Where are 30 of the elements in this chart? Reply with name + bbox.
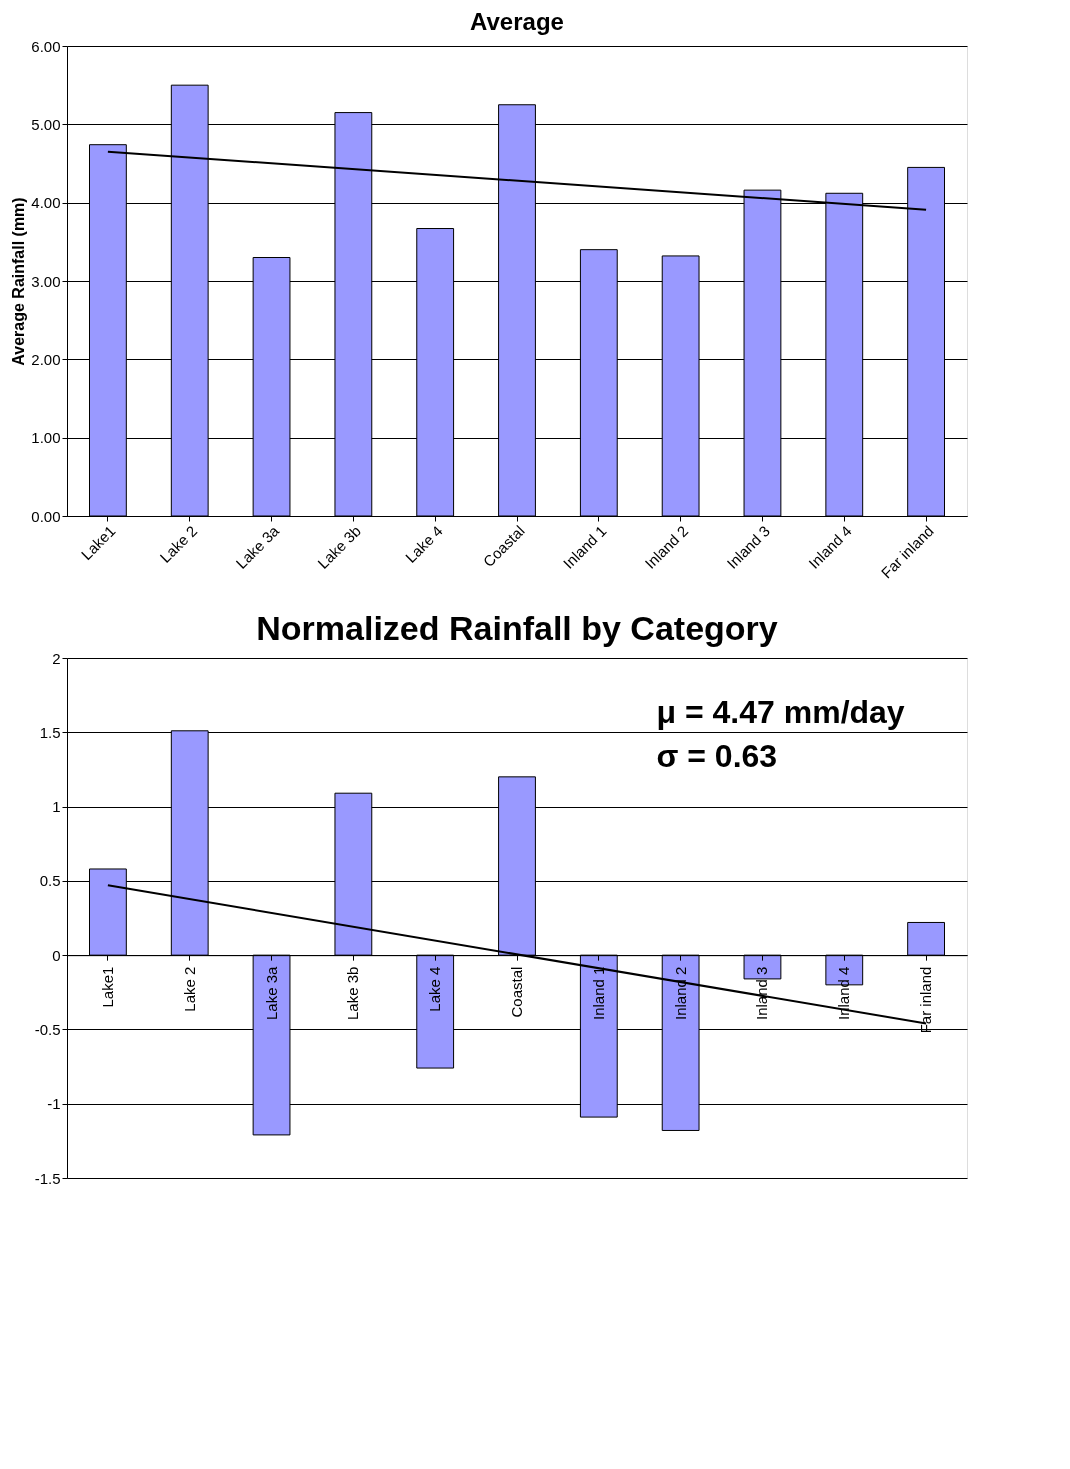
y-tick-label: 2.00 — [31, 350, 61, 368]
y-tick-label: 3.00 — [31, 272, 61, 290]
y-axis-title: Average Rainfall (mm) — [10, 197, 28, 366]
y-tick-label: 0.00 — [31, 507, 61, 525]
x-tick-label: Far inland — [917, 966, 935, 1034]
x-tick-label: Inland 3 — [753, 966, 771, 1021]
annotation: μ = 4.47 mm/day — [656, 694, 905, 730]
y-tick-label: -0.5 — [34, 1020, 61, 1038]
x-tick-label: Lake 3a — [262, 966, 280, 1021]
y-tick-label: -1.5 — [34, 1169, 61, 1187]
x-tick-label: Inland 2 — [671, 966, 689, 1021]
y-tick-label: 4.00 — [31, 194, 61, 212]
y-tick-label: 0.5 — [39, 872, 61, 890]
chart-title: Normalized Rainfall by Category — [256, 609, 778, 647]
x-tick-label: Coastal — [508, 966, 525, 1018]
x-tick-label: Lake 2 — [180, 966, 198, 1012]
y-tick-label: 5.00 — [31, 115, 61, 133]
annotation: σ = 0.63 — [656, 738, 778, 774]
y-tick-label: 1.5 — [39, 723, 61, 741]
y-tick-label: 0 — [52, 946, 61, 964]
y-tick-label: -1 — [47, 1095, 61, 1113]
y-tick-label: 1 — [52, 798, 61, 816]
y-tick-label: 6.00 — [31, 37, 61, 55]
x-tick-label: Inland 4 — [835, 966, 853, 1021]
y-tick-label: 2 — [52, 649, 61, 667]
chart-title: Average — [470, 8, 564, 35]
x-tick-label: Lake 4 — [426, 966, 444, 1012]
y-tick-label: 1.00 — [31, 429, 61, 447]
x-tick-label: Lake1 — [98, 966, 116, 1008]
x-tick-label: Lake 3b — [344, 966, 362, 1021]
